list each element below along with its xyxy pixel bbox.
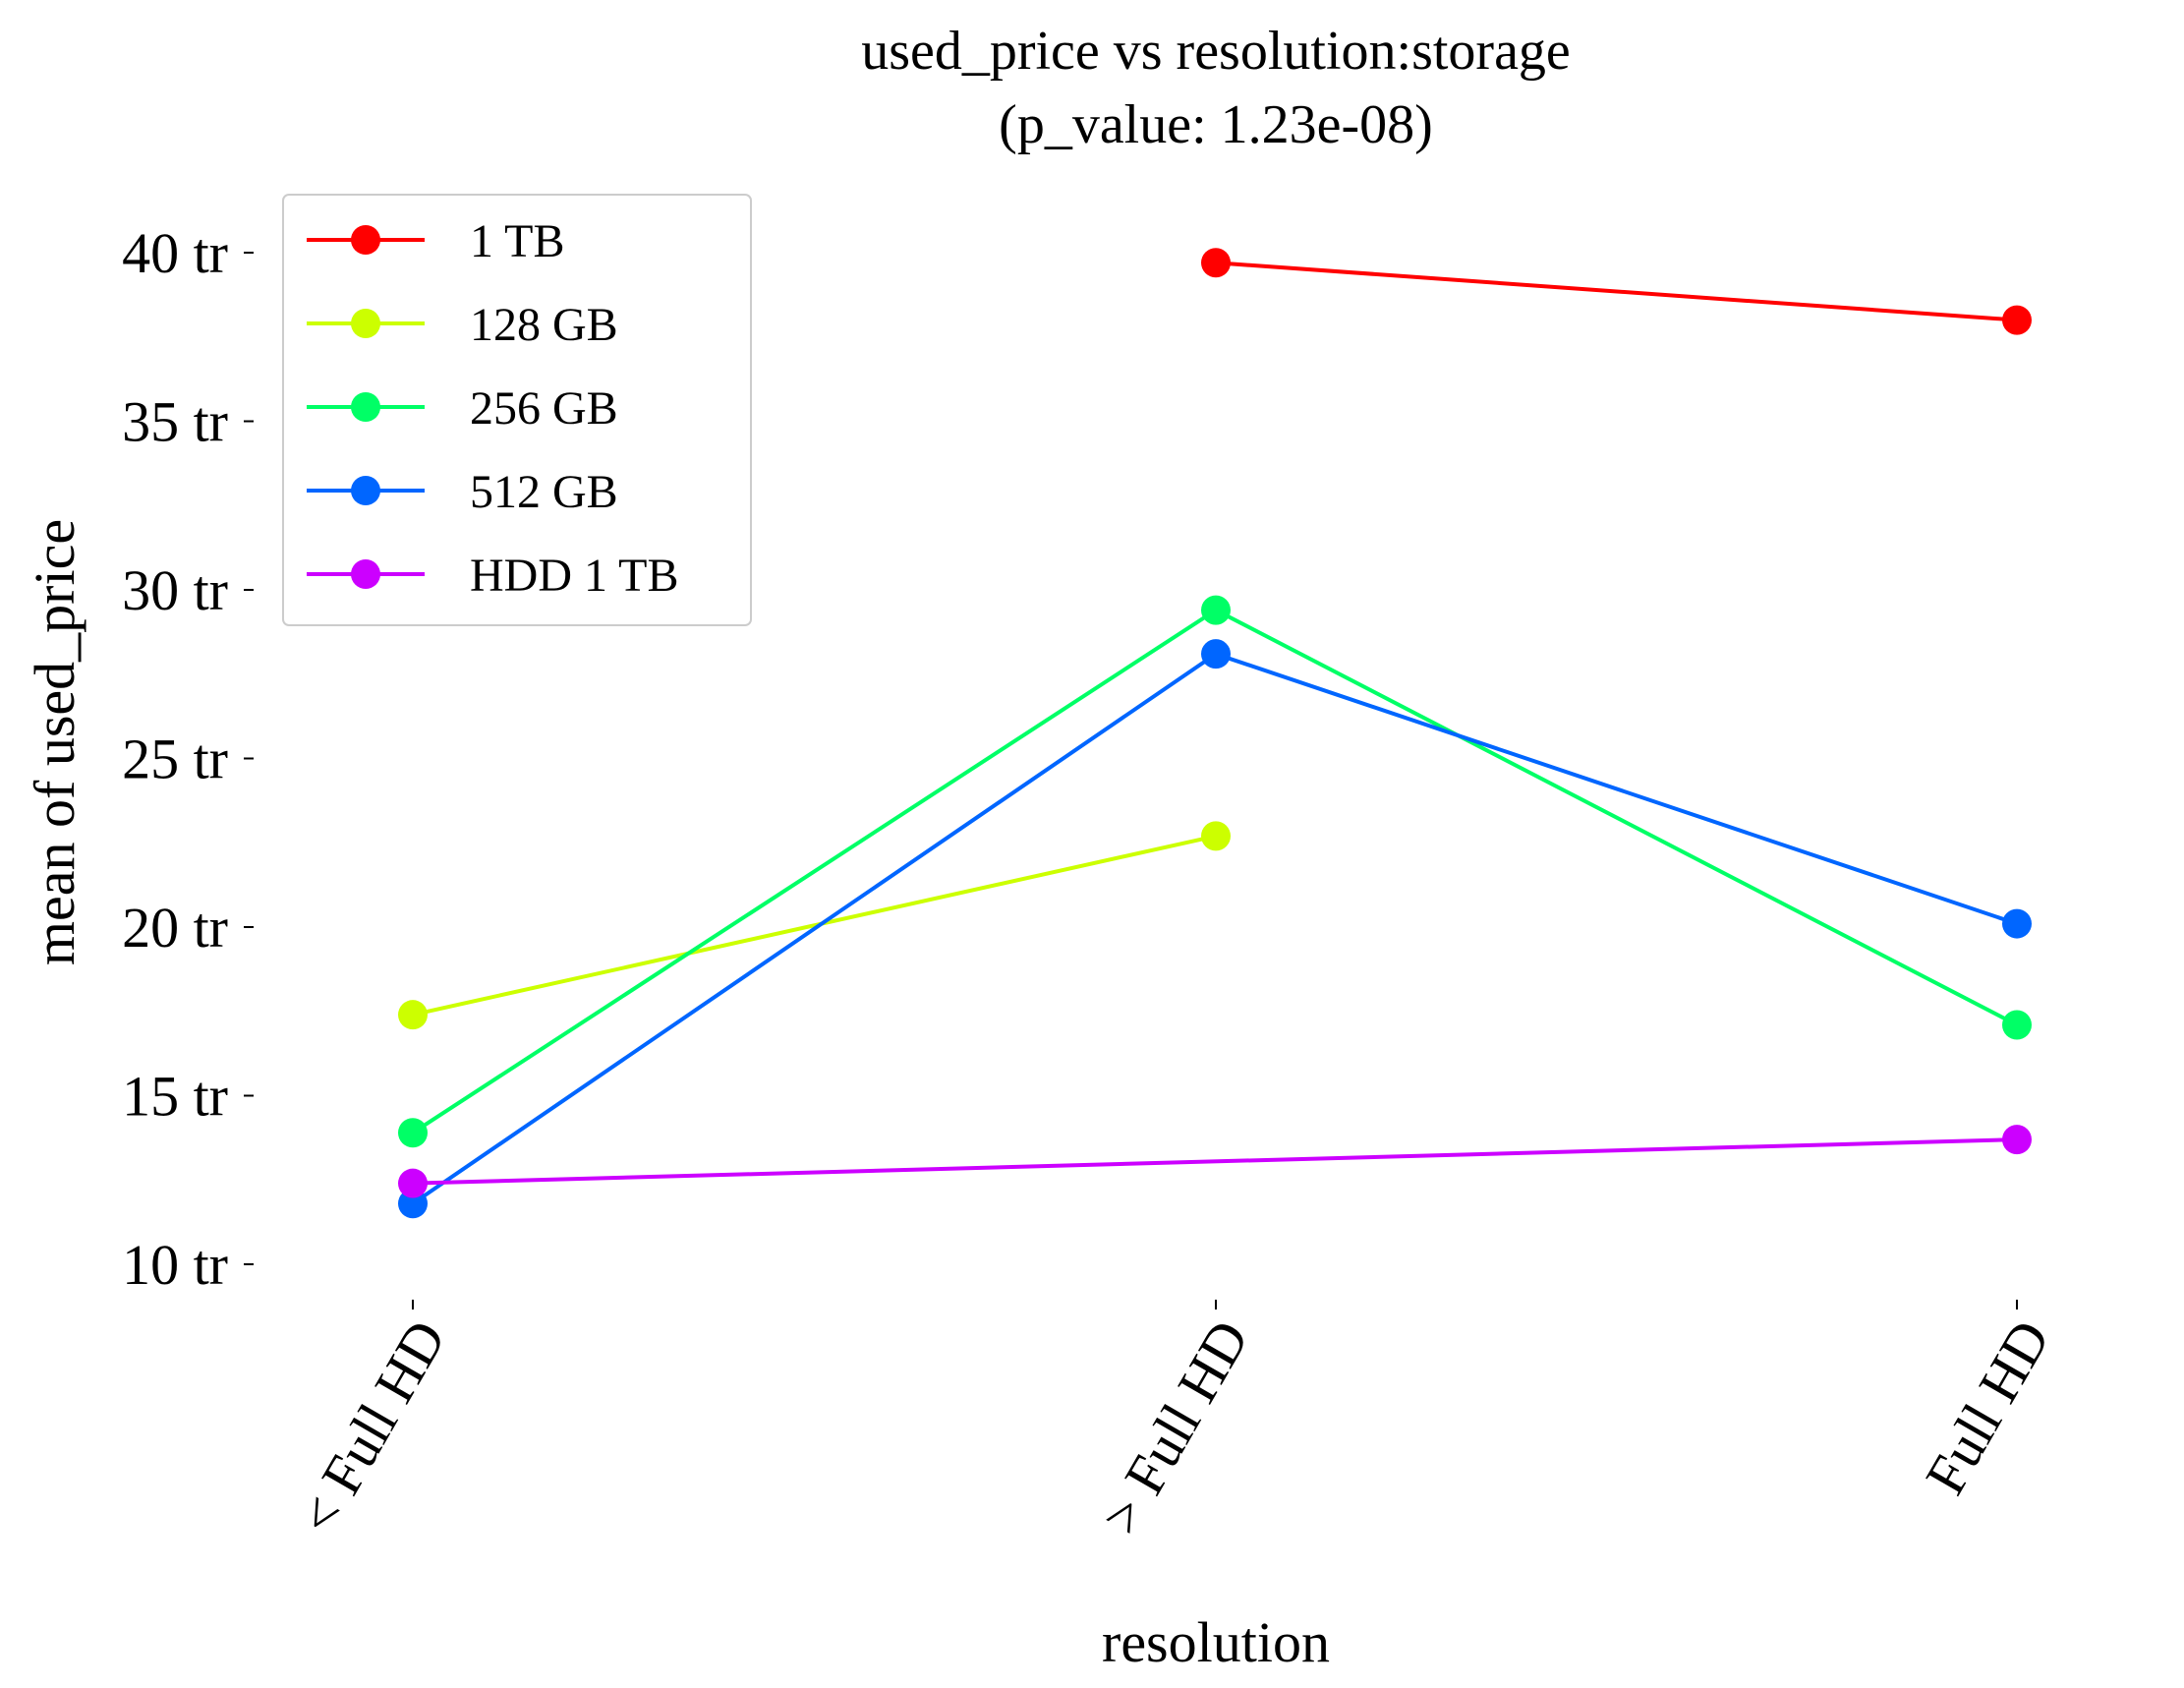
y-tick-label: 30 tr bbox=[122, 558, 228, 622]
series-line bbox=[411, 651, 2018, 1205]
data-point bbox=[2002, 1010, 2032, 1040]
legend-frame bbox=[282, 194, 752, 626]
series-256-gb bbox=[398, 595, 2032, 1148]
legend-label: 128 GB bbox=[470, 299, 618, 351]
x-tick-label: < Full HD bbox=[285, 1310, 458, 1544]
data-point bbox=[1201, 595, 1231, 625]
y-axis-label: mean of used_price bbox=[23, 519, 86, 965]
data-point bbox=[2002, 908, 2032, 939]
data-point bbox=[2002, 1125, 2032, 1155]
data-point bbox=[1201, 821, 1231, 851]
data-point bbox=[1201, 248, 1231, 278]
legend: 1 TB 128 GB 256 GB 512 GB HDD 1 TB bbox=[282, 194, 752, 626]
legend-marker bbox=[351, 309, 380, 338]
legend-marker bbox=[351, 559, 380, 589]
series-512-gb bbox=[398, 639, 2032, 1219]
y-tick-label: 10 tr bbox=[122, 1233, 228, 1297]
y-tick-label: 40 tr bbox=[122, 221, 228, 285]
plot-area bbox=[398, 248, 2032, 1219]
chart-title: used_price vs resolution:storage bbox=[861, 21, 1571, 82]
y-axis: 10 tr 15 tr 20 tr 25 tr 30 tr 35 tr 40 tr bbox=[122, 221, 254, 1297]
legend-label: 256 GB bbox=[470, 382, 618, 435]
legend-label: 1 TB bbox=[470, 215, 564, 267]
data-point bbox=[398, 1168, 428, 1198]
legend-label: HDD 1 TB bbox=[470, 550, 678, 602]
y-tick-label: 25 tr bbox=[122, 728, 228, 791]
x-axis: < Full HD > Full HD Full HD bbox=[285, 1300, 2062, 1544]
series-line bbox=[1215, 261, 2018, 322]
x-tick-label: Full HD bbox=[1913, 1310, 2062, 1505]
series-line bbox=[412, 1137, 2018, 1186]
data-point bbox=[398, 1118, 428, 1148]
data-point bbox=[2002, 305, 2032, 335]
y-tick-label: 15 tr bbox=[122, 1065, 228, 1129]
series-line bbox=[411, 608, 2018, 1135]
chart-subtitle: (p_value: 1.23e-08) bbox=[999, 94, 1433, 155]
legend-marker bbox=[351, 392, 380, 422]
series-line bbox=[412, 834, 1217, 1018]
y-tick-label: 35 tr bbox=[122, 390, 228, 454]
x-axis-label: resolution bbox=[1102, 1610, 1330, 1674]
series-hdd-1-tb bbox=[398, 1125, 2032, 1198]
series-1-tb bbox=[1201, 248, 2032, 335]
y-tick-label: 20 tr bbox=[122, 896, 228, 960]
legend-marker bbox=[351, 476, 380, 505]
legend-label: 512 GB bbox=[470, 466, 618, 518]
data-point bbox=[398, 1189, 428, 1219]
legend-marker bbox=[351, 225, 380, 255]
data-point bbox=[1201, 639, 1231, 669]
series-128-gb bbox=[398, 821, 1231, 1030]
data-point bbox=[398, 1000, 428, 1030]
x-tick-label: > Full HD bbox=[1088, 1310, 1261, 1544]
